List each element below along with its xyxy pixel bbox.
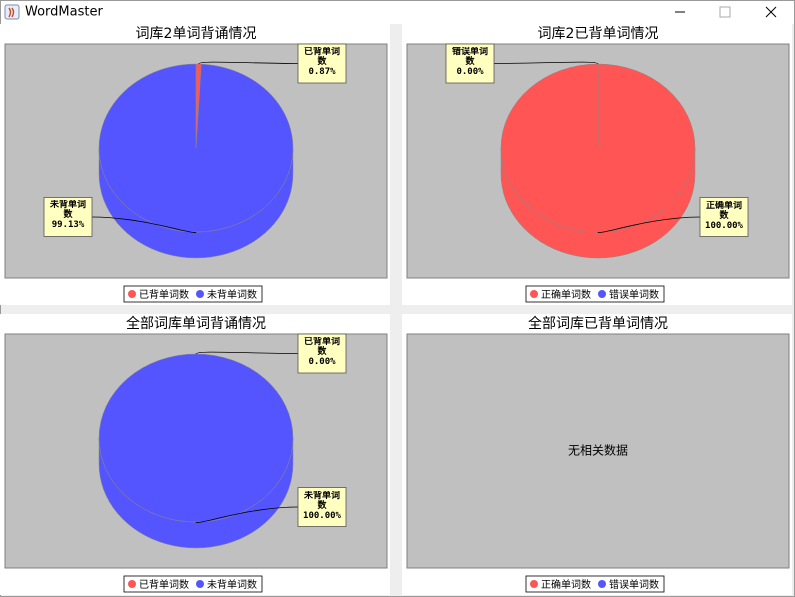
label-value: 99.13% [51,220,85,231]
label-box [297,333,347,374]
legend: 已背单词数 未背单词数 [123,575,263,593]
leader-line [195,506,299,523]
label-box [445,43,495,84]
leader-line [493,61,599,65]
label-content: 未背单词数 100.00% [300,491,344,521]
legend-box [123,575,263,593]
label-category: 已背单词数 [303,47,340,67]
legend-marker [128,290,136,298]
no-data-message: 无相关数据 [568,443,628,458]
leader-line [91,216,197,233]
slice [98,63,294,233]
label-value: 0.00% [308,357,336,367]
maximize-button[interactable] [719,6,731,18]
label-content: 已背单词数 0.87% [300,47,344,77]
legend-marker [128,580,136,588]
label-content: 已背单词数 0.00% [300,337,344,367]
legend-label: 正确单词数 [541,288,591,301]
label-value: 0.87% [308,67,336,77]
legend-box [525,285,665,303]
legend-label: 已背单词数 [139,288,189,301]
legend-marker [530,580,538,588]
label-box [297,487,347,527]
label-content: 错误单词数 0.00% [448,47,492,77]
label-content: 正确单词数 100.00% [702,201,746,231]
label-content: 未背单词数 99.13% [46,200,90,230]
window-title: WordMaster [25,5,103,20]
label-box [699,197,749,237]
title-bar [0,0,795,24]
chart-title: 词库2已背单词情况 [538,26,659,42]
legend: 正确单词数 错误单词数 [525,285,665,303]
label-box [43,197,93,237]
legend: 正确单词数 错误单词数 [525,575,665,593]
legend-marker [196,290,204,298]
legend-label: 错误单词数 [609,578,659,591]
label-value: 0.00% [456,67,484,77]
legend-box [525,575,665,593]
chart-title: 全部词库已背单词情况 [528,315,668,332]
label-category: 未背单词数 [303,490,340,511]
close-button[interactable] [765,6,777,18]
label-category: 已背单词数 [303,337,340,357]
label-category: 错误单词数 [451,47,488,67]
leader-line [195,351,299,355]
legend-label: 正确单词数 [541,578,591,591]
legend: 已背单词数 未背单词数 [123,285,263,303]
legend-marker [196,580,204,588]
label-category: 未背单词数 [49,200,86,221]
chart-title: 词库2单词背诵情况 [136,26,257,42]
leader-line [597,216,701,233]
legend-label: 未背单词数 [207,288,257,301]
legend-label: 已背单词数 [139,578,189,591]
label-value: 100.00% [303,510,341,521]
legend-label: 未背单词数 [207,578,257,591]
slice [98,353,294,523]
legend-marker [598,580,606,588]
plot-area [406,333,790,569]
label-value: 100.00% [705,220,743,231]
legend-marker [598,290,606,298]
legend-marker [530,290,538,298]
label-category: 正确单词数 [705,200,742,221]
chart-title: 全部词库单词背诵情况 [126,315,266,332]
legend-label: 错误单词数 [609,288,659,301]
label-box [297,43,347,84]
app-icon [4,4,20,20]
leader-line [198,61,299,65]
legend-box [123,285,263,303]
